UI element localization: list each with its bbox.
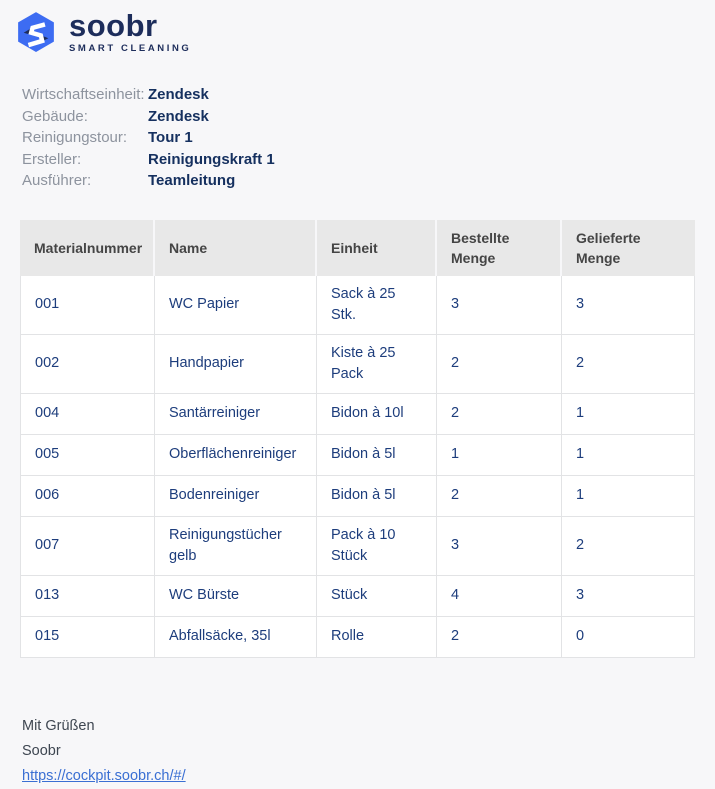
table-cell: 3 [437, 275, 562, 335]
table-cell: 2 [437, 475, 562, 517]
soobr-hexagon-icon [14, 10, 58, 54]
table-cell: 2 [437, 393, 562, 435]
table-cell: 015 [20, 616, 155, 658]
column-header: Materialnummer [20, 219, 155, 276]
meta-row: Wirtschaftseinheit: Zendesk [22, 84, 715, 106]
meta-value: Tour 1 [148, 129, 193, 147]
footer: Mit Grüßen Soobr https://cockpit.soobr.c… [22, 714, 715, 789]
meta-label: Wirtschaftseinheit: [22, 86, 145, 104]
meta-label: Ersteller: [22, 150, 82, 168]
table-cell: 3 [562, 275, 695, 335]
table-cell: Reinigungstücher gelb [155, 516, 317, 576]
meta-row: Ersteller: Reinigungskraft 1 [22, 149, 715, 171]
meta-value: Teamleitung [148, 172, 236, 190]
meta-label: Ausführer: [22, 172, 92, 190]
meta-value: Reinigungskraft 1 [148, 150, 275, 168]
table-cell: Abfallsäcke, 35l [155, 616, 317, 658]
table-cell: WC Papier [155, 275, 317, 335]
meta-value: Zendesk [148, 107, 209, 125]
meta-label: Gebäude: [22, 107, 88, 125]
meta-row: Ausführer: Teamleitung [22, 170, 715, 192]
table-cell: 4 [437, 575, 562, 617]
table-cell: Bidon à 5l [317, 434, 437, 476]
table-cell: Santärreiniger [155, 393, 317, 435]
materials-table: Materialnummer Name Einheit Bestellte Menge… [20, 219, 695, 658]
table-cell: WC Bürste [155, 575, 317, 617]
meta-row: Reinigungstour: Tour 1 [22, 127, 715, 149]
table-cell: 3 [437, 516, 562, 576]
soobr-logo: soobr SMART CLEANING [0, 0, 715, 54]
table-cell: Bodenreiniger [155, 475, 317, 517]
table-row: 004 Santärreiniger Bidon à 10l 2 1 [20, 393, 695, 435]
table-row: 015 Abfallsäcke, 35l Rolle 2 0 [20, 616, 695, 658]
cockpit-link[interactable]: https://cockpit.soobr.ch/#/ [22, 767, 186, 784]
table-cell: 013 [20, 575, 155, 617]
table-head: Materialnummer Name Einheit Bestellte Menge… [20, 219, 695, 276]
table-row: 013 WC Bürste Stück 4 3 [20, 575, 695, 617]
footer-signature: Soobr [22, 742, 61, 759]
table-cell: 2 [437, 616, 562, 658]
table-cell: 1 [562, 434, 695, 476]
table-cell: Sack à 25 Stk. [317, 275, 437, 335]
table-cell: 007 [20, 516, 155, 576]
table-cell: 006 [20, 475, 155, 517]
table-cell: Oberflächenreiniger [155, 434, 317, 476]
footer-greeting: Mit Grüßen [22, 717, 95, 734]
table-cell: Stück [317, 575, 437, 617]
column-header: Bestellte Menge [437, 219, 562, 276]
table-cell: Rolle [317, 616, 437, 658]
table-cell: 1 [562, 393, 695, 435]
table-cell: Bidon à 10l [317, 393, 437, 435]
table-cell: 004 [20, 393, 155, 435]
table-cell: 001 [20, 275, 155, 335]
table-row: 007 Reinigungstücher gelb Pack à 10 Stück 3… [20, 516, 695, 576]
brand-tagline: SMART CLEANING [69, 42, 192, 54]
table-cell: Pack à 10 Stück [317, 516, 437, 576]
table-cell: 1 [437, 434, 562, 476]
table-row: 002 Handpapier Kiste à 25 Pack 2 2 [20, 334, 695, 394]
table-cell: 002 [20, 334, 155, 394]
brand-name: soobr [69, 7, 158, 43]
table-cell: 1 [562, 475, 695, 517]
logo-wordmark: soobr SMART CLEANING [69, 7, 192, 54]
column-header: Gelieferte Menge [562, 219, 695, 276]
table-header-row: Materialnummer Name Einheit Bestellte Menge… [20, 219, 695, 276]
table-cell: Kiste à 25 Pack [317, 334, 437, 394]
table-cell: 2 [562, 334, 695, 394]
table-cell: 2 [562, 516, 695, 576]
column-header: Einheit [317, 219, 437, 276]
table-row: 005 Oberflächenreiniger Bidon à 5l 1 1 [20, 434, 695, 476]
order-meta: Wirtschaftseinheit: Zendesk Gebäude: Zendes… [22, 84, 715, 192]
table-cell: Bidon à 5l [317, 475, 437, 517]
table-body: 001 WC Papier Sack à 25 Stk. 3 3 002 Handpapie… [20, 275, 695, 658]
table-cell: 005 [20, 434, 155, 476]
table-cell: 3 [562, 575, 695, 617]
column-header: Name [155, 219, 317, 276]
meta-label: Reinigungstour: [22, 129, 128, 147]
meta-row: Gebäude: Zendesk [22, 106, 715, 128]
table-cell: 2 [437, 334, 562, 394]
table-row: 001 WC Papier Sack à 25 Stk. 3 3 [20, 275, 695, 335]
table-cell: 0 [562, 616, 695, 658]
table-row: 006 Bodenreiniger Bidon à 5l 2 1 [20, 475, 695, 517]
meta-value: Zendesk [148, 86, 209, 104]
table-cell: Handpapier [155, 334, 317, 394]
